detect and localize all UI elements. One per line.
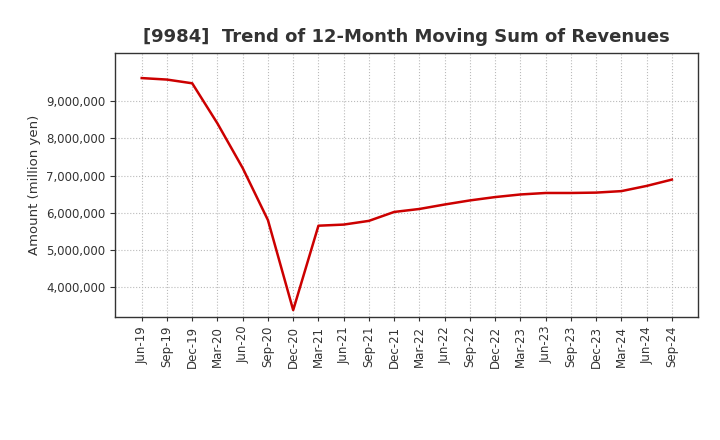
Title: [9984]  Trend of 12-Month Moving Sum of Revenues: [9984] Trend of 12-Month Moving Sum of R…	[143, 28, 670, 46]
Y-axis label: Amount (million yen): Amount (million yen)	[27, 115, 40, 255]
